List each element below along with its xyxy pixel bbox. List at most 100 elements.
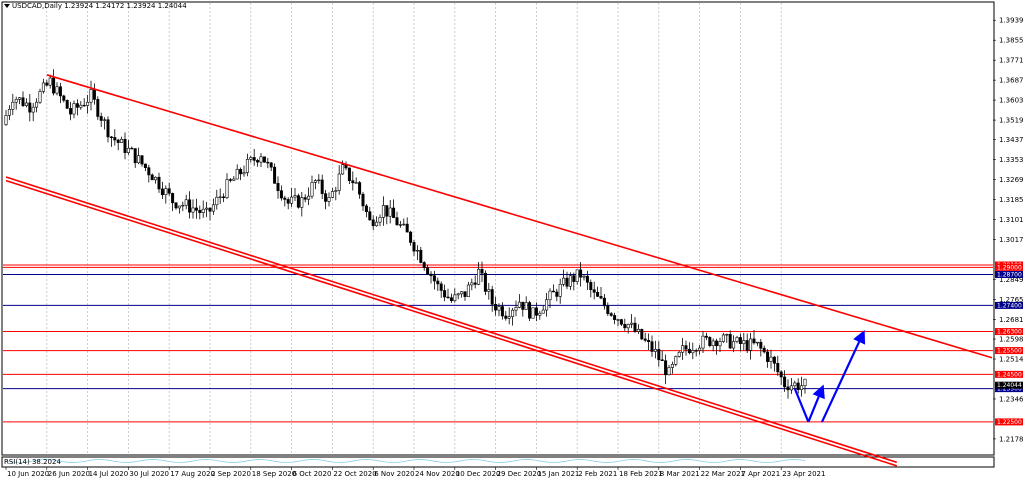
- level-tag: [995, 347, 1023, 355]
- candle-body: [728, 334, 732, 349]
- candle-body: [443, 290, 447, 298]
- date-tick-label: 23 Apr 2021: [782, 470, 825, 478]
- date-tick-label: 14 Jul 2020: [89, 470, 129, 478]
- date-tick-label: 10 Dec 2020: [456, 470, 501, 478]
- candle-body: [623, 323, 627, 329]
- date-tick-label: 18 Feb 2021: [619, 470, 663, 478]
- candle-body: [752, 338, 756, 344]
- candle-body: [786, 386, 790, 391]
- date-tick-label: 17 Aug 2020: [170, 470, 215, 478]
- candle-body: [41, 82, 45, 92]
- candle-body: [687, 348, 691, 354]
- candle-body: [130, 147, 134, 150]
- candle-body: [18, 97, 22, 100]
- candle-body: [715, 340, 719, 347]
- level-tag: [995, 418, 1023, 426]
- candle-body: [402, 223, 406, 226]
- candle-body: [541, 309, 545, 314]
- candle-body: [759, 341, 763, 349]
- dropdown-arrow-icon[interactable]: [4, 4, 10, 8]
- candle-body: [320, 179, 324, 194]
- level-tag: [995, 301, 1023, 309]
- candle-body: [585, 275, 589, 283]
- candle-body: [194, 207, 198, 211]
- candle-body: [79, 104, 83, 108]
- candle-body: [96, 99, 100, 117]
- candle-body: [613, 315, 617, 320]
- candle-body: [310, 182, 314, 197]
- date-tick-label: 2 Sep 2020: [211, 470, 251, 478]
- candle-body: [766, 351, 770, 362]
- level-tag-label: 1.22500: [997, 419, 1022, 426]
- candle-body: [188, 199, 192, 213]
- rsi-panel-frame: [1, 456, 995, 468]
- candle-body: [150, 174, 154, 181]
- level-tag: [995, 271, 1023, 279]
- price-tick-label: 1.37715: [999, 57, 1024, 65]
- candle-body: [279, 190, 283, 199]
- candle-body: [14, 99, 18, 103]
- candle-body: [504, 315, 508, 319]
- candle-body: [589, 281, 593, 290]
- candle-body: [157, 176, 161, 190]
- price-tick-label: 1.25145: [999, 356, 1024, 364]
- price-tick-label: 1.31010: [999, 216, 1024, 224]
- candle-body: [269, 162, 273, 168]
- candle-body: [239, 168, 243, 175]
- candle-body: [317, 179, 321, 182]
- candle-body: [405, 223, 409, 233]
- candle-body: [24, 102, 28, 106]
- candle-body: [181, 204, 185, 207]
- candle-body: [426, 267, 430, 275]
- candle-body: [82, 104, 86, 107]
- candle-body: [718, 341, 722, 347]
- candles: [4, 69, 807, 399]
- candle-body: [558, 283, 562, 297]
- candle-body: [769, 356, 773, 362]
- candle-body: [439, 283, 443, 291]
- candle-body: [198, 210, 202, 214]
- candle-body: [52, 77, 56, 94]
- candle-body: [681, 345, 685, 353]
- candle-body: [653, 349, 657, 352]
- date-tick-label: 6 Nov 2020: [374, 470, 414, 478]
- candle-body: [38, 91, 42, 103]
- candle-body: [208, 207, 212, 212]
- candle-body: [517, 301, 521, 308]
- candle-body: [745, 340, 749, 351]
- level-tag-label: 1.25500: [997, 348, 1022, 355]
- candle-body: [103, 119, 107, 121]
- channel-line: [46, 74, 993, 359]
- candle-body: [568, 275, 572, 287]
- candle-body: [164, 188, 168, 196]
- candle-body: [670, 364, 674, 368]
- candle-body: [385, 205, 389, 217]
- level-tag: [995, 370, 1023, 378]
- current-price-tag: [995, 381, 1023, 389]
- candle-body: [524, 302, 528, 310]
- candle-body: [293, 195, 297, 198]
- candle-body: [684, 345, 688, 350]
- candle-body: [113, 137, 117, 141]
- candle-body: [531, 307, 535, 319]
- date-tick-label: 15 Jan 2021: [537, 470, 579, 478]
- level-tag-label: 1.27400: [997, 302, 1022, 309]
- date-tick-label: 2 Feb 2021: [578, 470, 617, 478]
- date-tick-label: 22 Oct 2020: [333, 470, 376, 478]
- candle-body: [99, 116, 103, 121]
- candle-body: [89, 89, 93, 103]
- candle-body: [507, 316, 511, 319]
- forecast-arrows: [793, 329, 866, 423]
- candle-body: [701, 335, 705, 349]
- level-tag: [995, 263, 1023, 271]
- forecast-arrow: [821, 329, 866, 423]
- candle-body: [337, 173, 341, 191]
- candle-body: [596, 292, 600, 297]
- candle-body: [626, 323, 630, 329]
- candle-body: [222, 196, 226, 198]
- candle-body: [783, 376, 787, 388]
- date-tick-label: 6 Oct 2020: [293, 470, 332, 478]
- candle-body: [232, 178, 236, 181]
- horizontal-levels: [3, 264, 993, 423]
- candle-body: [735, 337, 739, 342]
